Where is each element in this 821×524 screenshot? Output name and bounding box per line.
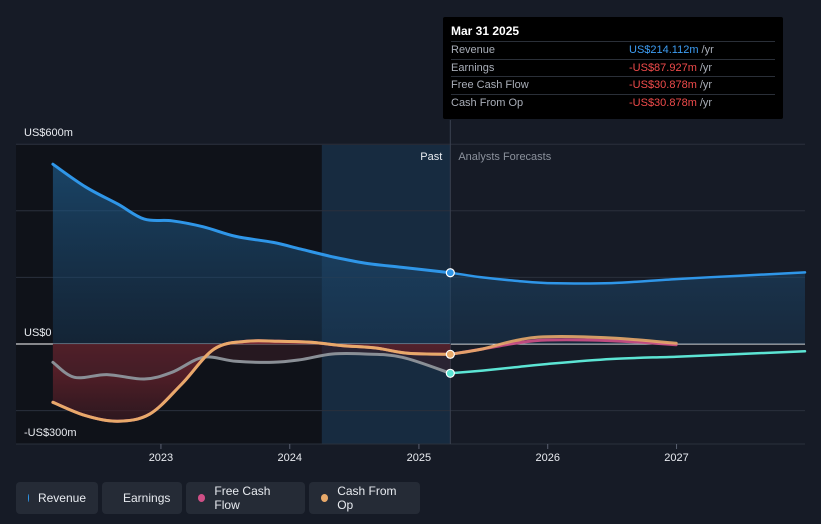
earnings-line-forecast	[449, 350, 807, 375]
tooltip-row-value: -US$30.878m/yr	[629, 79, 713, 91]
legend-item-free-cash-flow[interactable]: Free Cash Flow	[186, 482, 305, 514]
tooltip-row-label: Earnings	[451, 61, 495, 74]
tooltip-row-earnings: Earnings -US$87.927m/yr	[451, 58, 775, 77]
y-axis-bottom-label: -US$300m	[24, 427, 77, 439]
tooltip-date: Mar 31 2025	[451, 24, 520, 38]
tooltip-row-unit: /yr	[699, 79, 713, 91]
revenue-line-forecast	[449, 271, 807, 285]
tooltip-row-label: Revenue	[451, 44, 496, 56]
x-tick-label-2026: 2026	[535, 452, 559, 464]
legend-label: Cash From Op	[337, 484, 397, 512]
x-tick-label-2027: 2027	[664, 452, 688, 464]
revenue-line-past	[51, 162, 452, 275]
cash-from-op-line-past	[51, 339, 452, 423]
tooltip-row-label: Cash From Op	[451, 96, 524, 109]
tooltip-row-value: -US$30.878m/yr	[629, 96, 713, 109]
x-tick-label-2024: 2024	[278, 452, 302, 464]
legend-label: Revenue	[37, 491, 86, 505]
tooltip-row-unit: /yr	[701, 44, 714, 56]
tooltip-panel: Mar 31 2025 Revenue US$214.112m/yr Earning…	[443, 17, 783, 119]
legend-dot-icon	[28, 494, 29, 502]
tooltip-row-value: -US$87.927m/yr	[629, 61, 713, 74]
x-tick-label-2025: 2025	[407, 452, 431, 464]
tooltip-row-free-cash-flow: Free Cash Flow -US$30.878m/yr	[451, 76, 775, 94]
tooltip-row-cash-from-op: Cash From Op -US$30.878m/yr	[451, 93, 775, 112]
earnings-marker	[445, 368, 455, 378]
y-axis-zero-label: US$0	[24, 327, 52, 339]
forecast-label: Analysts Forecasts	[458, 151, 551, 163]
cash-from-op-marker	[445, 349, 455, 359]
tooltip-row-label: Free Cash Flow	[451, 79, 529, 91]
legend-item-earnings[interactable]: Earnings	[102, 482, 182, 514]
legend-label: Free Cash Flow	[214, 484, 271, 512]
legend-dot-icon	[321, 494, 329, 502]
revenue-marker	[445, 268, 455, 278]
tooltip-row-revenue: Revenue US$214.112m/yr	[451, 41, 775, 59]
earnings-line-past	[51, 351, 452, 381]
tooltip-row-value: US$214.112m/yr	[629, 44, 714, 56]
x-tick-label-2023: 2023	[149, 452, 173, 464]
legend-dot-icon	[198, 494, 206, 502]
legend-item-cash-from-op[interactable]: Cash From Op	[309, 482, 420, 514]
y-axis-top-label: US$600m	[24, 127, 73, 139]
legend-item-revenue[interactable]: Revenue	[16, 482, 98, 514]
legend-label: Earnings	[123, 491, 171, 505]
cash-from-op-line-forecast	[448, 335, 678, 356]
tooltip-row-unit: /yr	[699, 61, 713, 74]
past-label: Past	[420, 151, 442, 163]
revenue-area	[52, 164, 805, 344]
tooltip-row-unit: /yr	[699, 96, 713, 109]
